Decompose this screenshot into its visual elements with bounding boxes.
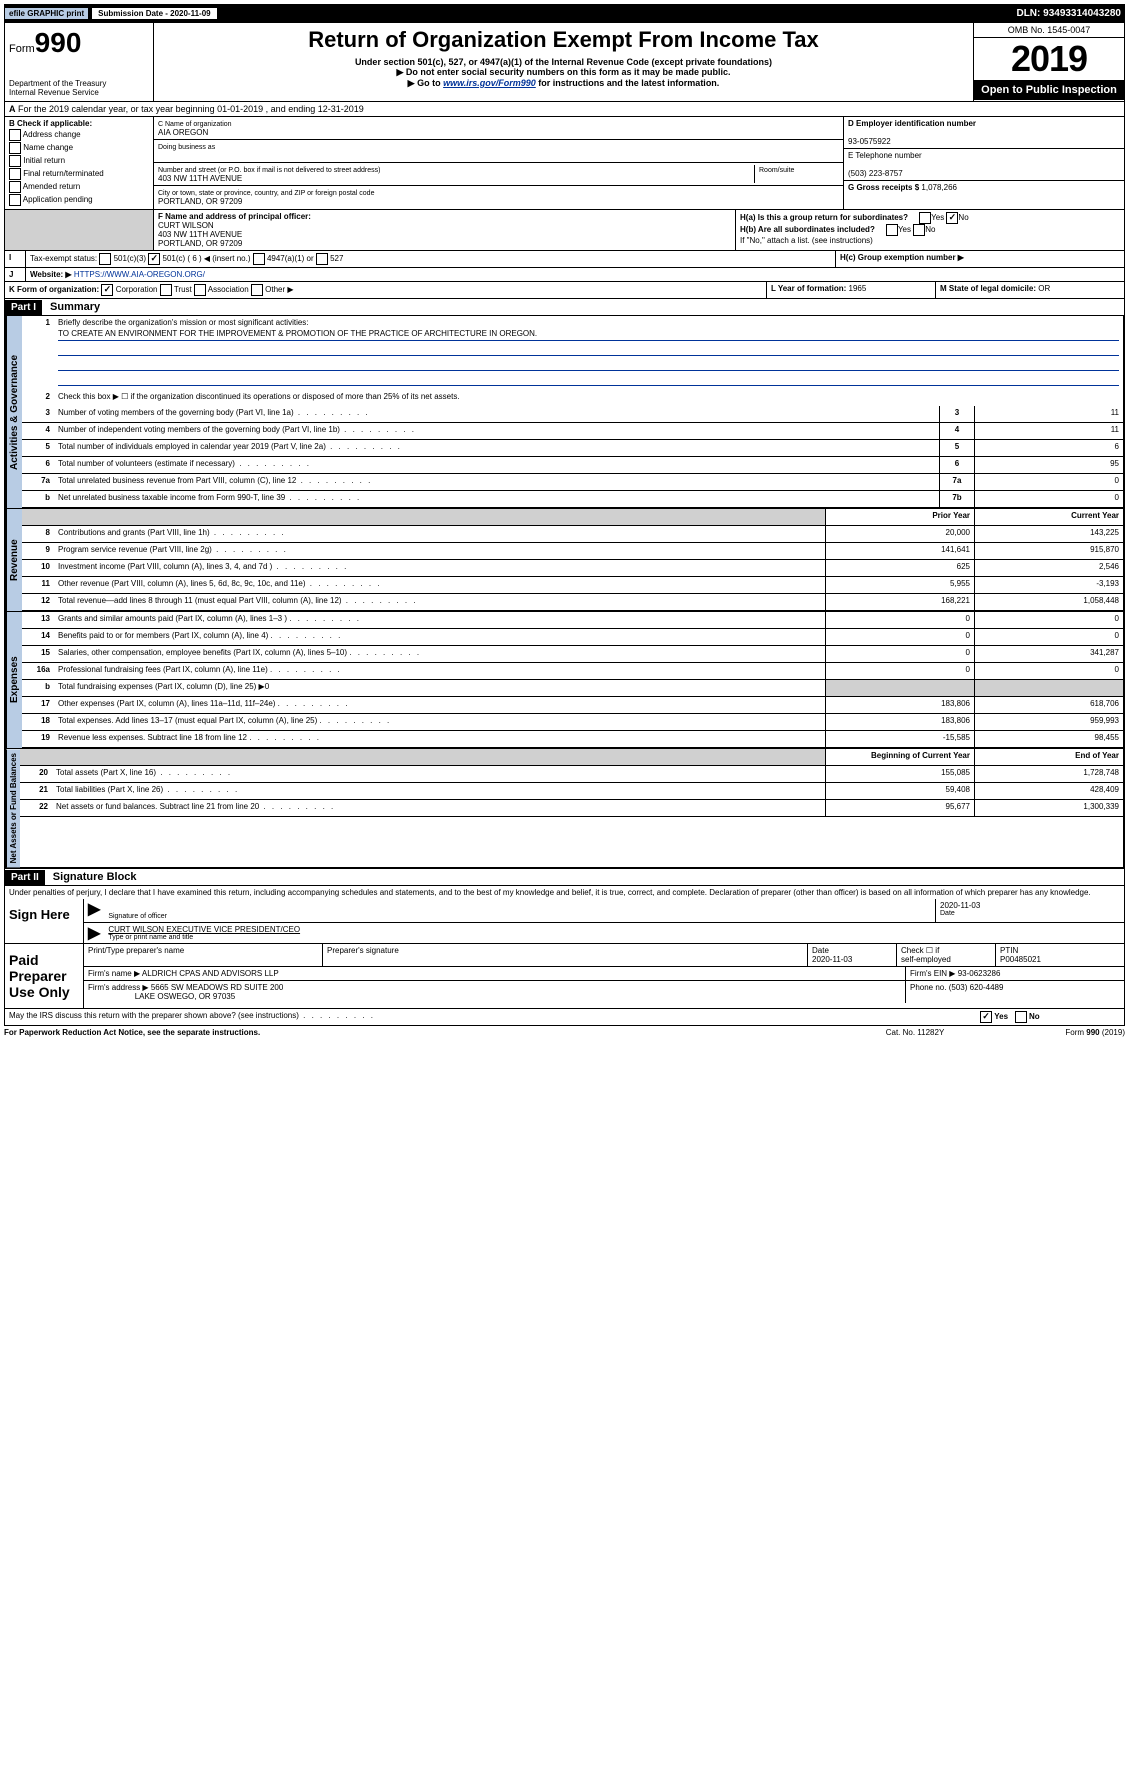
chk-application-pending[interactable]: Application pending (9, 194, 149, 206)
klm-row: K Form of organization: Corporation Trus… (4, 282, 1125, 299)
chk-name-change[interactable]: Name change (9, 142, 149, 154)
irs-link[interactable]: www.irs.gov/Form990 (443, 78, 536, 88)
summary-line: 21Total liabilities (Part X, line 26)59,… (20, 783, 1123, 800)
top-bar: efile GRAPHIC print Submission Date - 20… (4, 4, 1125, 22)
form-subtitle: Under section 501(c), 527, or 4947(a)(1)… (162, 57, 965, 67)
summary-line: 4Number of independent voting members of… (22, 423, 1123, 440)
section-right: D Employer identification number 93-0575… (844, 117, 1124, 209)
summary-line: 10Investment income (Part VIII, column (… (22, 560, 1123, 577)
note-privacy: ▶ Do not enter social security numbers o… (162, 67, 965, 78)
summary-line: bTotal fundraising expenses (Part IX, co… (22, 680, 1123, 697)
ein-value: 93-0575922 (848, 137, 891, 146)
section-b: B Check if applicable: Address change Na… (5, 117, 154, 209)
part-ii-header: Part II (5, 870, 45, 885)
dln-label: DLN: 93493314043280 (1016, 8, 1125, 19)
summary-line: 7aTotal unrelated business revenue from … (22, 474, 1123, 491)
form-header: Form990 Department of the Treasury Inter… (4, 22, 1125, 102)
summary-line: 17Other expenses (Part IX, column (A), l… (22, 697, 1123, 714)
irs-label: Internal Revenue Service (9, 88, 149, 97)
form-number: Form990 (9, 27, 149, 59)
vlabel-netassets: Net Assets or Fund Balances (6, 749, 20, 867)
entity-info-row: B Check if applicable: Address change Na… (4, 117, 1125, 210)
chk-initial-return[interactable]: Initial return (9, 155, 149, 167)
chk-amended[interactable]: Amended return (9, 181, 149, 193)
vlabel-governance: Activities & Governance (6, 316, 22, 508)
note-link: ▶ Go to www.irs.gov/Form990 for instruct… (162, 78, 965, 89)
summary-line: 3Number of voting members of the governi… (22, 406, 1123, 423)
org-name: AIA OREGON (158, 128, 208, 137)
phone-value: (503) 223-8757 (848, 169, 903, 178)
tax-exempt-row: I Tax-exempt status: 501(c)(3) 501(c) ( … (4, 251, 1125, 268)
org-city: PORTLAND, OR 97209 (158, 197, 242, 206)
summary-line: 9Program service revenue (Part VIII, lin… (22, 543, 1123, 560)
summary-line: 22Net assets or fund balances. Subtract … (20, 800, 1123, 817)
period-row: A For the 2019 calendar year, or tax yea… (4, 102, 1125, 117)
form-title: Return of Organization Exempt From Incom… (162, 27, 965, 53)
officer-name: CURT WILSON (158, 221, 214, 230)
open-public-badge: Open to Public Inspection (974, 80, 1124, 100)
org-address: 403 NW 11TH AVENUE (158, 174, 242, 183)
summary-line: 20Total assets (Part X, line 16)155,0851… (20, 766, 1123, 783)
footer-row: For Paperwork Reduction Act Notice, see … (4, 1026, 1125, 1039)
dept-label: Department of the Treasury (9, 79, 149, 88)
gross-receipts: 1,078,266 (921, 183, 957, 192)
summary-line: 15Salaries, other compensation, employee… (22, 646, 1123, 663)
declaration-text: Under penalties of perjury, I declare th… (4, 886, 1125, 899)
officer-signed-name: CURT WILSON EXECUTIVE VICE PRESIDENT/CEO (108, 925, 1120, 934)
efile-button[interactable]: efile GRAPHIC print (4, 7, 89, 20)
chk-final-return[interactable]: Final return/terminated (9, 168, 149, 180)
website-link[interactable]: HTTPS://WWW.AIA-OREGON.ORG/ (74, 270, 205, 279)
summary-line: 19Revenue less expenses. Subtract line 1… (22, 731, 1123, 748)
summary-line: 11Other revenue (Part VIII, column (A), … (22, 577, 1123, 594)
vlabel-revenue: Revenue (6, 509, 22, 611)
omb-number: OMB No. 1545-0047 (974, 23, 1124, 38)
period-text: A For the 2019 calendar year, or tax yea… (5, 102, 368, 116)
form-page: efile GRAPHIC print Submission Date - 20… (0, 0, 1129, 1043)
summary-line: 16aProfessional fundraising fees (Part I… (22, 663, 1123, 680)
summary-line: 8Contributions and grants (Part VIII, li… (22, 526, 1123, 543)
part-i: Part I Summary Activities & Governance 1… (4, 299, 1125, 869)
part-i-header: Part I (5, 300, 42, 315)
summary-line: 12Total revenue—add lines 8 through 11 (… (22, 594, 1123, 611)
section-c: C Name of organization AIA OREGON Doing … (154, 117, 844, 209)
officer-row: F Name and address of principal officer:… (4, 210, 1125, 251)
arrow-icon: ▶ (84, 923, 104, 943)
summary-line: bNet unrelated business taxable income f… (22, 491, 1123, 508)
discuss-row: May the IRS discuss this return with the… (4, 1009, 1125, 1026)
arrow-icon: ▶ (84, 899, 104, 922)
firm-name: ALDRICH CPAS AND ADVISORS LLP (142, 969, 279, 978)
chk-address-change[interactable]: Address change (9, 129, 149, 141)
tax-year: 2019 (974, 38, 1124, 80)
sign-here-block: Sign Here ▶ Signature of officer 2020-11… (4, 899, 1125, 944)
summary-line: 5Total number of individuals employed in… (22, 440, 1123, 457)
mission-text: TO CREATE AN ENVIRONMENT FOR THE IMPROVE… (58, 327, 1119, 341)
preparer-block: Paid Preparer Use Only Print/Type prepar… (4, 944, 1125, 1009)
summary-line: 14Benefits paid to or for members (Part … (22, 629, 1123, 646)
summary-line: 18Total expenses. Add lines 13–17 (must … (22, 714, 1123, 731)
vlabel-expenses: Expenses (6, 612, 22, 748)
ptin-value: P00485021 (1000, 955, 1041, 964)
website-row: J Website: ▶ HTTPS://WWW.AIA-OREGON.ORG/ (4, 268, 1125, 282)
summary-line: 6Total number of volunteers (estimate if… (22, 457, 1123, 474)
submission-date: Submission Date - 2020-11-09 (91, 7, 218, 20)
summary-line: 13Grants and similar amounts paid (Part … (22, 612, 1123, 629)
